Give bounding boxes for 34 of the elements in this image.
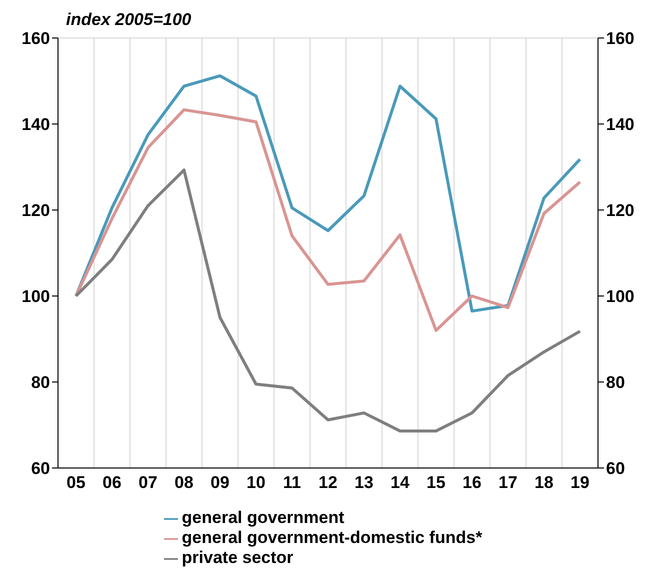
x-tick-label: 16 [462,473,482,492]
x-tick-label: 08 [174,473,194,492]
x-tick-label: 18 [534,473,554,492]
x-tick-label: 09 [210,473,230,492]
x-tick-label: 05 [66,473,86,492]
y2-tick-label: 140 [606,115,634,134]
chart-title: index 2005=100 [66,10,192,30]
y2-tick-label: 120 [606,201,634,220]
y-tick-label: 140 [22,115,50,134]
line-series [74,74,582,313]
y2-tick-label: 80 [606,373,625,392]
x-tick-label: 10 [246,473,266,492]
line-series [74,108,582,332]
x-tick-label: 17 [498,473,518,492]
y-tick-label: 80 [31,373,50,392]
x-tick-label: 19 [570,473,590,492]
legend-label: general government-domestic funds* [182,528,482,547]
y-tick-label: 100 [22,287,50,306]
y-tick-label: 60 [31,459,50,478]
x-tick-label: 13 [354,473,374,492]
x-tick-label: 14 [390,473,410,492]
x-tick-label: 06 [102,473,122,492]
legend-label: private sector [182,548,294,567]
y2-tick-label: 100 [606,287,634,306]
x-tick-label: 11 [283,473,301,492]
line-series [74,168,582,433]
y2-tick-label: 60 [606,459,625,478]
x-tick-label: 12 [318,473,338,492]
x-tick-label: 07 [138,473,158,492]
y2-tick-label: 160 [606,29,634,48]
y-tick-label: 120 [22,201,50,220]
x-tick-label: 15 [426,473,446,492]
y-tick-label: 160 [22,29,50,48]
legend-label: general government [182,508,344,527]
